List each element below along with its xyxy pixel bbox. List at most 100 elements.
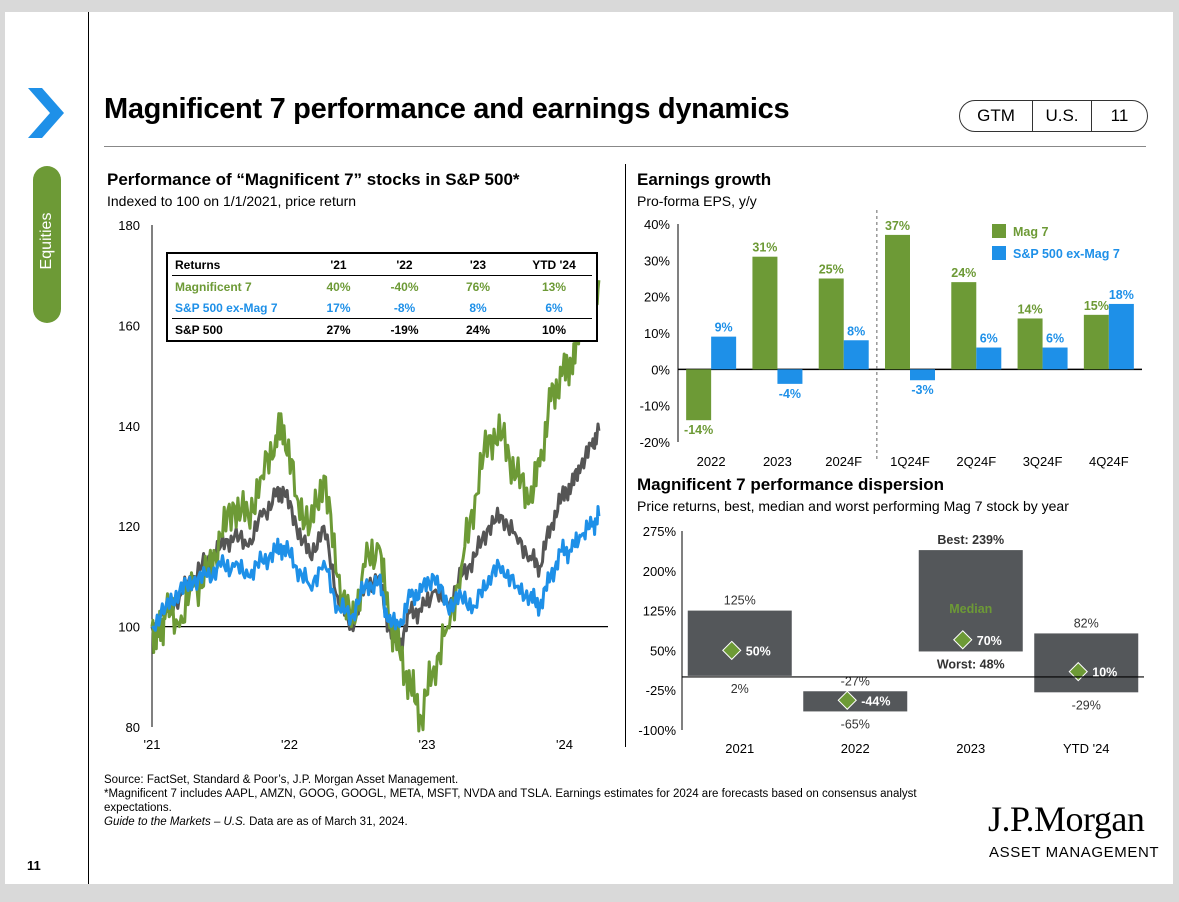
y-tick-label: -20% — [640, 435, 671, 450]
x-tick-label: YTD '24 — [1063, 741, 1110, 756]
y-tick-label: 0% — [651, 362, 670, 377]
dispersion-chart-subtitle: Price returns, best, median and worst pe… — [637, 498, 1069, 514]
returns-row-label: S&P 500 ex-Mag 7 — [172, 297, 308, 319]
x-tick-label: 1Q24F — [890, 454, 930, 469]
page-number: 11 — [27, 858, 41, 873]
y-tick-label: 120 — [118, 519, 140, 534]
bar-sp-ex-mag7 — [1109, 304, 1134, 369]
returns-cell: 27% — [308, 319, 369, 341]
y-tick-label: 30% — [644, 253, 670, 268]
center-divider — [625, 164, 626, 747]
y-tick-label: 80 — [126, 720, 140, 735]
best-label: Best: 239% — [937, 533, 1004, 547]
returns-row-mag7: Magnificent 7 40% -40% 76% 13% — [172, 276, 592, 298]
dispersion-chart: -100%-25%50%125%200%275%2021125%2%50%202… — [630, 520, 1150, 760]
returns-cell: 17% — [308, 297, 369, 319]
median-word: Median — [949, 602, 992, 616]
y-tick-label: 100 — [118, 620, 140, 635]
bar-sp-ex-mag7 — [910, 369, 935, 380]
earnings-chart-subtitle: Pro-forma EPS, y/y — [637, 193, 757, 209]
gtm-badge: GTM U.S. 11 — [959, 100, 1148, 132]
page-title: Magnificent 7 performance and earnings d… — [104, 93, 789, 126]
bar-value-label: -4% — [779, 387, 801, 401]
returns-header-label: Returns — [172, 254, 308, 276]
median-label: -44% — [861, 694, 890, 708]
x-tick-label: 2022 — [841, 741, 870, 756]
brand-subtitle: ASSET MANAGEMENT — [989, 844, 1159, 861]
bar-mag7 — [819, 279, 844, 370]
bar-value-label: 6% — [980, 332, 998, 346]
median-label: 50% — [746, 644, 771, 658]
returns-cell: 76% — [440, 276, 516, 298]
y-tick-label: 200% — [643, 564, 677, 579]
bar-mag7 — [1084, 315, 1109, 370]
x-tick-label: 2022 — [697, 454, 726, 469]
returns-row-label: Magnificent 7 — [172, 276, 308, 298]
returns-cell: 13% — [516, 276, 592, 298]
median-label: 70% — [977, 634, 1002, 648]
bar-sp-ex-mag7 — [711, 337, 736, 370]
y-tick-label: 20% — [644, 290, 670, 305]
bar-mag7 — [1018, 318, 1043, 369]
title-divider — [104, 146, 1146, 147]
bar-value-label: 9% — [715, 321, 733, 335]
legend-label: Mag 7 — [1013, 225, 1048, 239]
x-tick-label: 2023 — [763, 454, 792, 469]
bar-sp-ex-mag7 — [844, 340, 869, 369]
footer-source: Source: FactSet, Standard & Poor’s, J.P.… — [104, 773, 984, 787]
y-tick-label: 275% — [643, 524, 677, 539]
chevron-right-icon — [28, 88, 64, 138]
range-box — [688, 611, 792, 676]
brand-logo: J.P.Morgan — [988, 798, 1144, 840]
worst-label: -29% — [1072, 698, 1101, 712]
worst-label: 2% — [731, 682, 749, 696]
y-tick-label: 40% — [644, 217, 670, 232]
x-tick-label: 2023 — [956, 741, 985, 756]
range-box — [1034, 633, 1138, 692]
returns-cell: 8% — [440, 297, 516, 319]
bar-value-label: 18% — [1109, 288, 1134, 302]
y-tick-label: 160 — [118, 318, 140, 333]
returns-cell: 6% — [516, 297, 592, 319]
x-tick-label: '22 — [281, 737, 298, 752]
returns-header-cell: '21 — [308, 254, 369, 276]
x-tick-label: 2Q24F — [956, 454, 996, 469]
footer-guide-date: Data are as of March 31, 2024. — [246, 816, 408, 828]
returns-row-label: S&P 500 — [172, 319, 308, 341]
legend-swatch — [992, 224, 1006, 238]
bar-value-label: 25% — [819, 263, 844, 277]
section-tab-equities[interactable]: Equities — [33, 166, 61, 323]
y-tick-label: 50% — [650, 643, 676, 658]
badge-page: 11 — [1092, 101, 1147, 131]
best-label: 125% — [724, 594, 756, 608]
bar-mag7 — [951, 282, 976, 369]
range-box — [919, 550, 1023, 651]
legend-label: S&P 500 ex-Mag 7 — [1013, 247, 1120, 261]
bar-mag7 — [885, 235, 910, 369]
badge-gtm: GTM — [960, 101, 1033, 131]
y-tick-label: -100% — [638, 723, 676, 738]
y-tick-label: -10% — [640, 399, 671, 414]
left-divider — [88, 12, 89, 884]
y-tick-label: 140 — [118, 419, 140, 434]
returns-cell: -19% — [369, 319, 440, 341]
bar-sp-ex-mag7 — [777, 369, 802, 384]
bar-sp-ex-mag7 — [976, 348, 1001, 370]
x-tick-label: 4Q24F — [1089, 454, 1129, 469]
earnings-chart-title: Earnings growth — [637, 170, 771, 190]
dispersion-chart-title: Magnificent 7 performance dispersion — [637, 475, 944, 495]
footer-guide: Guide to the Markets – U.S. Data are as … — [104, 815, 984, 829]
returns-cell: -8% — [369, 297, 440, 319]
x-tick-label: '23 — [419, 737, 436, 752]
bar-value-label: 14% — [1018, 302, 1043, 316]
bar-value-label: -3% — [911, 383, 933, 397]
returns-table: Returns '21 '22 '23 YTD '24 Magnificent … — [166, 252, 598, 342]
footer-guide-title: Guide to the Markets – U.S. — [104, 816, 246, 828]
performance-chart-subtitle: Indexed to 100 on 1/1/2021, price return — [107, 193, 356, 209]
performance-chart-title: Performance of “Magnificent 7” stocks in… — [107, 170, 520, 190]
x-tick-label: 2024F — [825, 454, 862, 469]
returns-cell: 40% — [308, 276, 369, 298]
y-tick-label: 10% — [644, 326, 670, 341]
x-tick-label: '24 — [556, 737, 573, 752]
worst-label: Worst: 48% — [937, 657, 1005, 671]
